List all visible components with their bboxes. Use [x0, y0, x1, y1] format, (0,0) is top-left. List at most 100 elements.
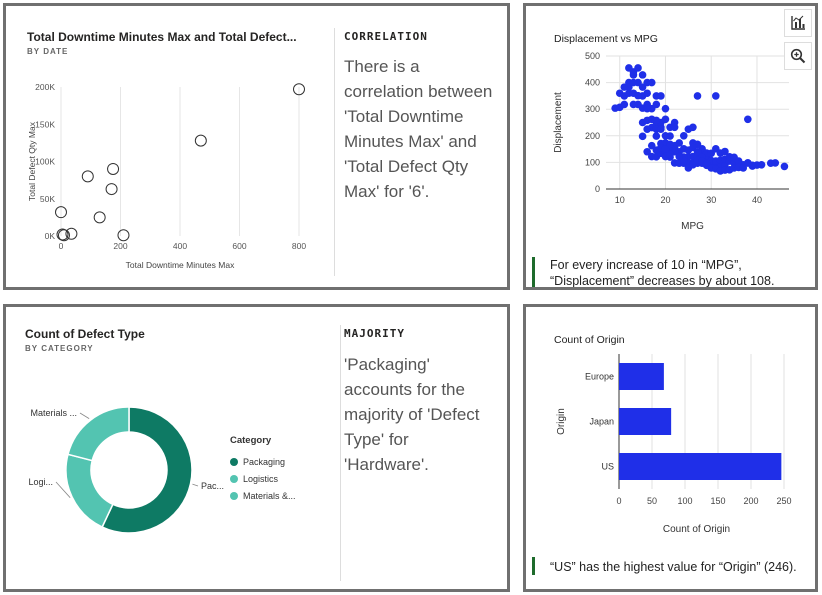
bar [619, 363, 664, 390]
data-point [748, 161, 757, 170]
legend-swatch [230, 492, 238, 500]
chart-subtitle: BY DATE [27, 47, 69, 56]
data-point [657, 125, 665, 133]
bar [619, 453, 782, 480]
x-axis-label: Count of Origin [663, 524, 730, 535]
data-point [739, 164, 748, 172]
data-point [757, 160, 766, 169]
insight-caption: “US” has the highest value for “Origin” … [550, 560, 797, 574]
data-point [638, 132, 647, 141]
x-tick-label: 100 [677, 496, 692, 506]
origin-count-card: Count of Origin 0 50 100 150 200 250 Europe Japa… [523, 304, 818, 592]
insight-text-line: accounts for the [344, 380, 465, 399]
y-tick-label: 500 [585, 51, 600, 61]
y-tick-label: 0K [45, 231, 56, 241]
x-tick-label: 600 [232, 241, 246, 251]
zoom-button[interactable] [784, 42, 812, 70]
origin-count-bar-chart[interactable]: Count of Origin 0 50 100 150 200 250 Europe Japa… [526, 307, 815, 547]
data-point [693, 92, 702, 100]
y-tick-label: 200K [35, 82, 55, 92]
caption-line: For every increase of 10 in “MPG”, [550, 258, 742, 272]
data-point [117, 229, 130, 242]
insight-text-line: Type' for [344, 430, 409, 449]
slice-label: Logi... [28, 477, 53, 487]
data-point [652, 100, 661, 109]
y-tick-label: Europe [585, 372, 614, 382]
y-axis-label: Total Defect Qty Max [27, 121, 37, 201]
data-point [693, 147, 702, 156]
insight-heading: CORRELATION [344, 30, 428, 43]
data-point [652, 116, 661, 125]
data-point [647, 78, 656, 87]
legend-item[interactable]: Logistics [230, 474, 278, 484]
x-tick-label: 200 [113, 241, 127, 251]
displacement-mpg-scatter-chart[interactable]: Displacement vs MPG 0 100 200 300 400 500 10 20 3… [526, 6, 815, 246]
data-point [194, 134, 207, 147]
y-tick-label: 0 [595, 184, 600, 194]
data-point [670, 123, 679, 132]
data-point [661, 115, 670, 124]
data-point [666, 132, 674, 140]
x-tick-label: 20 [660, 195, 670, 205]
data-point [638, 71, 647, 79]
downtime-defect-scatter-chart[interactable]: 0 200 400 600 800 0K 50K 100K 150K 200K Total Down… [21, 66, 311, 276]
data-point [689, 123, 697, 132]
chart-type-button[interactable] [784, 9, 812, 37]
data-point [625, 64, 633, 72]
y-tick-label: 100 [585, 157, 600, 167]
data-point [643, 89, 651, 98]
caption-accent-bar [532, 257, 535, 287]
x-tick-label: 200 [743, 496, 758, 506]
insight-text-line: Minutes Max' and [344, 132, 477, 151]
data-point [657, 92, 665, 100]
data-point [702, 159, 711, 167]
y-axis-label: Displacement [553, 92, 564, 153]
x-axis-label: MPG [681, 221, 704, 232]
legend-title: Category [230, 435, 272, 446]
legend-item[interactable]: Packaging [230, 457, 285, 467]
y-tick-label: 300 [585, 104, 600, 114]
data-point [57, 229, 70, 242]
data-point [744, 115, 752, 124]
data-point [615, 89, 624, 98]
bar [619, 408, 672, 435]
insight-text-line: 'Hardware'. [344, 455, 429, 474]
y-tick-label: US [601, 462, 614, 472]
zoom-in-icon [790, 48, 806, 64]
displacement-mpg-card: Displacement vs MPG 0 100 200 300 400 500 10 20 3… [523, 3, 818, 290]
y-tick-label: 150K [35, 119, 55, 129]
slice-leader-line [192, 483, 199, 487]
data-point [780, 162, 789, 171]
x-axis-label: Total Downtime Minutes Max [126, 260, 235, 270]
data-point [93, 211, 106, 224]
insight-text-line: 'Total Downtime [344, 107, 464, 126]
legend-swatch [230, 475, 238, 483]
caption-line: “Displacement” decreases by about 108. [550, 274, 775, 288]
data-point [712, 92, 720, 100]
data-point [643, 147, 651, 156]
data-point [629, 100, 638, 109]
data-point [56, 228, 69, 241]
insight-text-line: majority of 'Defect [344, 405, 480, 424]
bar-chart-icon [791, 15, 805, 30]
x-tick-label: 150 [710, 496, 725, 506]
data-point [81, 170, 94, 183]
x-tick-label: 40 [752, 195, 762, 205]
chart-subtitle: BY CATEGORY [25, 344, 94, 353]
defect-type-donut-chart[interactable]: Pac... Logi... Materials ... [11, 392, 231, 552]
majority-card: Count of Defect Type BY CATEGORY Pac... L… [3, 304, 510, 592]
slice-leader-line [79, 412, 90, 419]
data-point [652, 132, 661, 140]
legend-label: Materials &... [243, 491, 296, 501]
data-point [666, 140, 674, 149]
donut-slice [67, 406, 130, 462]
data-point [679, 132, 688, 140]
slice-label: Pac... [201, 481, 224, 491]
donut-slice [65, 453, 114, 529]
vertical-divider [334, 28, 335, 276]
data-point [629, 78, 638, 87]
data-point [666, 150, 674, 159]
y-tick-label: 200 [585, 131, 600, 141]
legend-item[interactable]: Materials &... [230, 491, 296, 501]
chart-title: Count of Origin [554, 334, 625, 346]
